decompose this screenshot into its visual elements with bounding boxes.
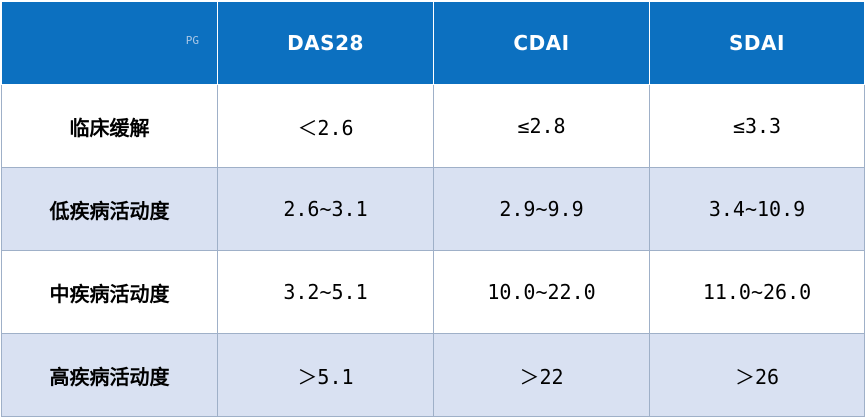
- header-das28: DAS28: [217, 1, 434, 85]
- row-label-moderate-activity: 中疾病活动度: [1, 250, 218, 334]
- cell-moderate-das28: 3.2~5.1: [217, 250, 434, 334]
- row-label-remission: 临床缓解: [1, 84, 218, 168]
- header-row: PG DAS28 CDAI SDAI: [1, 1, 865, 85]
- table-row-remission: 临床缓解 ＜2.6 ≤2.8 ≤3.3: [1, 84, 865, 168]
- table-row-moderate-activity: 中疾病活动度 3.2~5.1 10.0~22.0 11.0~26.0: [1, 250, 865, 334]
- table-row-low-activity: 低疾病活动度 2.6~3.1 2.9~9.9 3.4~10.9: [1, 167, 865, 251]
- cell-high-das28: ＞5.1: [217, 333, 434, 417]
- cell-low-sdai: 3.4~10.9: [649, 167, 865, 251]
- cell-remission-cdai: ≤2.8: [433, 84, 650, 168]
- row-label-low-activity: 低疾病活动度: [1, 167, 218, 251]
- cell-remission-sdai: ≤3.3: [649, 84, 865, 168]
- cell-high-cdai: ＞22: [433, 333, 650, 417]
- cell-high-sdai: ＞26: [649, 333, 865, 417]
- row-label-high-activity: 高疾病活动度: [1, 333, 218, 417]
- cell-moderate-cdai: 10.0~22.0: [433, 250, 650, 334]
- cell-moderate-sdai: 11.0~26.0: [649, 250, 865, 334]
- corner-cell: PG: [1, 1, 218, 85]
- cell-remission-das28: ＜2.6: [217, 84, 434, 168]
- header-sdai: SDAI: [649, 1, 865, 85]
- table-row-high-activity: 高疾病活动度 ＞5.1 ＞22 ＞26: [1, 333, 865, 417]
- header-cdai: CDAI: [433, 1, 650, 85]
- cell-low-das28: 2.6~3.1: [217, 167, 434, 251]
- corner-watermark: PG: [185, 34, 199, 47]
- cell-low-cdai: 2.9~9.9: [433, 167, 650, 251]
